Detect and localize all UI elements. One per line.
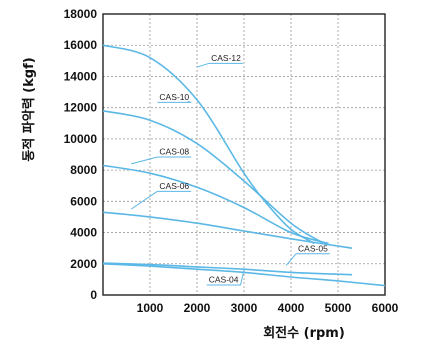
x-tick-label: 1000 [137,301,164,315]
y-tick-label: 0 [90,288,97,302]
series-line-cas-05 [102,262,353,276]
label-leader-line [196,62,210,68]
series-label-cas-08: CAS-08 [159,147,189,157]
tick-labels: 1000 2000 3000 4000 5000 6000 0 2000 4000 6000 800… [64,7,399,315]
y-tick-label: 8000 [70,163,97,177]
x-tick-label: 5000 [325,301,352,315]
y-tick-label: 10000 [64,132,98,146]
series-labels: CAS-12 CAS-10 CAS-08 CAS-06 CAS-05 CAS-04 [130,53,330,286]
series-lines [102,44,386,287]
y-tick-label: 12000 [64,101,98,115]
label-leader-line [130,190,158,210]
series-label-cas-12: CAS-12 [211,53,241,63]
x-tick-label: 4000 [278,301,305,315]
x-tick-label: 2000 [184,301,211,315]
y-tick-label: 14000 [64,69,98,83]
y-tick-label: 18000 [64,7,98,21]
plot-frame [102,13,386,296]
x-tick-label: 6000 [372,301,399,315]
series-line-cas-04 [102,263,386,287]
x-axis-label: 회전수 (rpm) [263,325,345,341]
label-leader-line [131,156,158,165]
y-tick-label: 2000 [70,257,97,271]
series-label-cas-10: CAS-10 [159,92,189,102]
series-label-cas-06: CAS-06 [159,181,189,191]
label-leader-line [240,269,245,286]
series-line-cas-12 [102,44,315,245]
series-line-cas-08 [102,164,329,245]
x-tick-label: 3000 [231,301,258,315]
y-tick-label: 4000 [70,226,97,240]
series-label-cas-05: CAS-05 [298,243,328,253]
y-tick-label: 16000 [64,38,98,52]
series-line-cas-10 [102,110,325,245]
label-leader-line [187,100,192,103]
series-label-cas-04: CAS-04 [209,275,239,285]
y-tick-label: 6000 [70,194,97,208]
series-line-cas-06 [102,211,353,249]
label-leader-line [285,253,297,266]
y-axis-label: 동적 파악력 (kgf) [21,57,37,161]
